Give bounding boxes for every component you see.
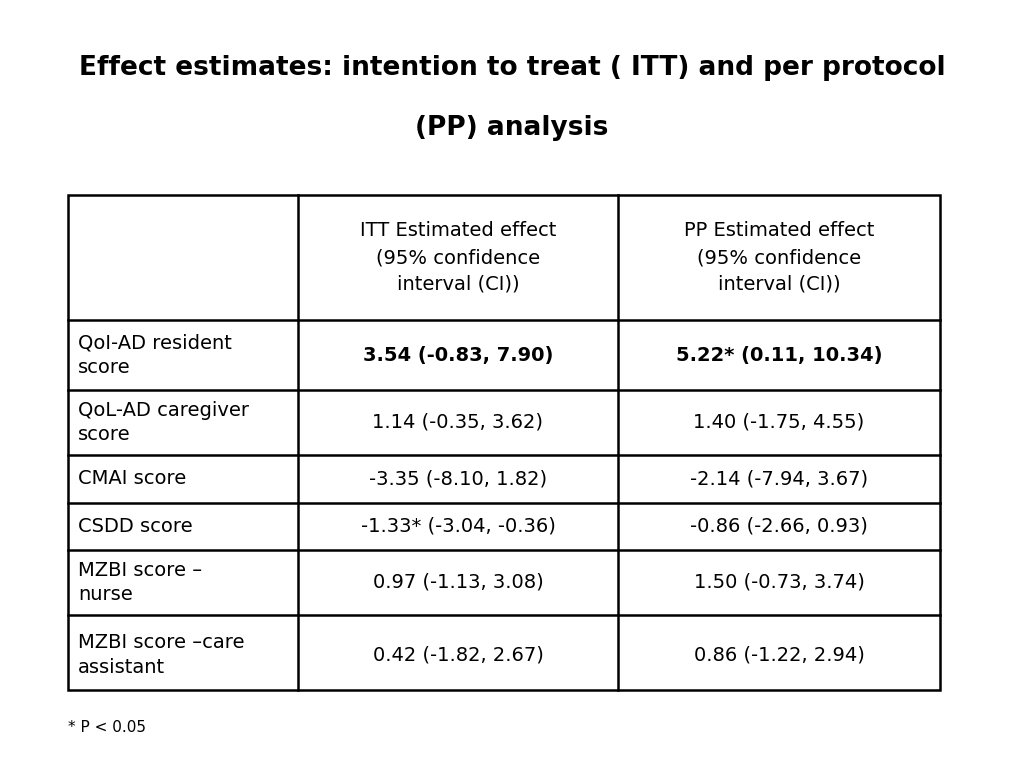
Text: 1.14 (-0.35, 3.62): 1.14 (-0.35, 3.62) [373, 413, 544, 432]
Text: 0.86 (-1.22, 2.94): 0.86 (-1.22, 2.94) [693, 645, 864, 664]
Text: CMAI score: CMAI score [78, 469, 186, 488]
Text: QoL-AD caregiver
score: QoL-AD caregiver score [78, 401, 249, 444]
Text: -3.35 (-8.10, 1.82): -3.35 (-8.10, 1.82) [369, 469, 547, 488]
Text: 3.54 (-0.83, 7.90): 3.54 (-0.83, 7.90) [362, 346, 553, 365]
Text: 0.42 (-1.82, 2.67): 0.42 (-1.82, 2.67) [373, 645, 544, 664]
Text: 0.97 (-1.13, 3.08): 0.97 (-1.13, 3.08) [373, 573, 544, 592]
Text: * P < 0.05: * P < 0.05 [68, 720, 146, 735]
Text: ITT Estimated effect
(95% confidence
interval (CI)): ITT Estimated effect (95% confidence int… [359, 221, 556, 293]
Text: Effect estimates: intention to treat ( ITT) and per protocol: Effect estimates: intention to treat ( I… [79, 55, 945, 81]
Text: 1.40 (-1.75, 4.55): 1.40 (-1.75, 4.55) [693, 413, 864, 432]
Text: -0.86 (-2.66, 0.93): -0.86 (-2.66, 0.93) [690, 517, 868, 536]
Text: QoI-AD resident
score: QoI-AD resident score [78, 333, 231, 376]
Bar [68, 195, 940, 690]
Text: CSDD score: CSDD score [78, 517, 193, 536]
Text: MZBI score –
nurse: MZBI score – nurse [78, 561, 202, 604]
Text: -1.33* (-3.04, -0.36): -1.33* (-3.04, -0.36) [360, 517, 555, 536]
Text: 1.50 (-0.73, 3.74): 1.50 (-0.73, 3.74) [693, 573, 864, 592]
Text: (PP) analysis: (PP) analysis [416, 115, 608, 141]
Text: MZBI score –care
assistant: MZBI score –care assistant [78, 634, 245, 677]
Text: -2.14 (-7.94, 3.67): -2.14 (-7.94, 3.67) [690, 469, 868, 488]
Text: 5.22* (0.11, 10.34): 5.22* (0.11, 10.34) [676, 346, 883, 365]
Text: PP Estimated effect
(95% confidence
interval (CI)): PP Estimated effect (95% confidence inte… [684, 221, 874, 293]
